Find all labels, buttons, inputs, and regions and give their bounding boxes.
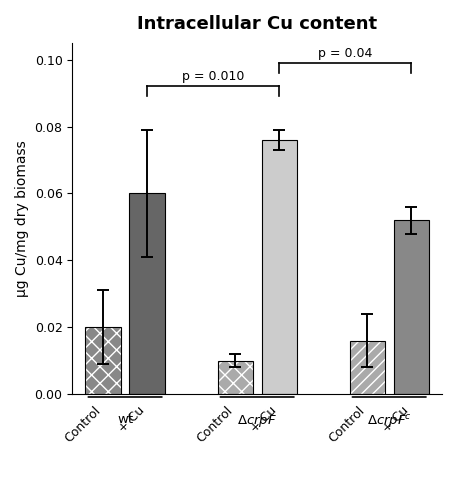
Bar: [218, 360, 253, 394]
Text: wt: wt: [117, 414, 133, 426]
Bar: [129, 194, 165, 394]
Text: p = 0.04: p = 0.04: [318, 46, 372, 60]
Title: Intracellular Cu content: Intracellular Cu content: [137, 15, 377, 33]
Y-axis label: μg Cu/mg dry biomass: μg Cu/mg dry biomass: [15, 140, 29, 297]
Bar: [218, 360, 253, 394]
Text: $\Delta$crpF: $\Delta$crpF: [237, 414, 277, 430]
Text: $\Delta$crpF$^c$: $\Delta$crpF$^c$: [367, 414, 412, 430]
Bar: [393, 220, 429, 394]
Text: p = 0.010: p = 0.010: [182, 70, 244, 83]
Bar: [85, 328, 121, 394]
Bar: [350, 340, 385, 394]
Bar: [261, 140, 297, 394]
Bar: [85, 328, 121, 394]
Bar: [350, 340, 385, 394]
